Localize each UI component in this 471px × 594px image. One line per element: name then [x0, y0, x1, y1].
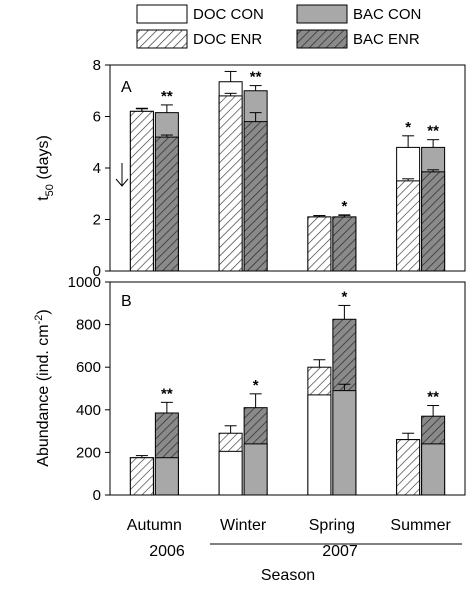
panel-b-y-tick-label: 1000	[68, 274, 101, 291]
panel-a-bar-doc-enr-summer	[396, 180, 421, 272]
x-category-label-spring: Spring	[309, 517, 355, 534]
panel-a-bar-doc-enr-autumn	[129, 110, 154, 272]
panel-a-y-ticks: 0 2 4 6 8	[93, 57, 110, 280]
panel-a-y-tick-label: 6	[93, 109, 101, 126]
panel-b-letter: B	[121, 293, 132, 310]
panel-b-y-label: Abundance (ind. cm-2)	[33, 309, 52, 466]
panel-b-y-ticks: 0 200 400 600 800 1000	[68, 274, 110, 504]
panel-b-y-tick-label: 400	[76, 402, 101, 419]
legend-item-bac-con: BAC CON	[296, 4, 421, 24]
legend-swatch-bac-enr	[296, 29, 348, 49]
legend-label-doc-enr: DOC ENR	[193, 31, 262, 48]
panel-a-bar-bac-enr-autumn	[154, 136, 179, 272]
panel-b-bar-bac-con-spring	[332, 390, 357, 496]
legend: DOC CON BAC CON DOC ENR BAC ENR	[136, 4, 421, 49]
panel-b-y-tick-label: 800	[76, 317, 101, 334]
panel-b-y-tick-label: 0	[93, 487, 101, 504]
panel-b-y-label-main: Abundance (ind. cm	[35, 324, 52, 466]
panel-a-significance-bac-winter: **	[250, 69, 262, 86]
panel-a-significance-bac-autumn: **	[161, 88, 173, 105]
panel-a-y-tick-label: 4	[93, 160, 101, 177]
panel-b-significance-bac-summer: **	[427, 389, 439, 406]
panel-a-letter: A	[121, 79, 132, 96]
legend-item-doc-enr: DOC ENR	[136, 29, 262, 49]
panel-a-y-tick-label: 0	[93, 263, 101, 280]
panel-a-y-label-main: t	[35, 196, 52, 201]
panel-a-y-label: t50 (days)	[35, 135, 56, 201]
x-axis-label: Season	[261, 567, 315, 584]
panel-b-y-label-rest: )	[35, 309, 52, 314]
x-axis-categories: Autumn Winter Spring Summer	[127, 517, 452, 534]
panel-a-significance-doc-summer: *	[405, 119, 411, 136]
panel-a-y-label-sub: 50	[44, 184, 56, 196]
legend-label-doc-con: DOC CON	[193, 6, 264, 23]
panel-b-bar-doc-con-winter	[218, 450, 243, 496]
panel-b-bar-doc-con-spring	[307, 394, 332, 496]
legend-label-bac-con: BAC CON	[353, 6, 421, 23]
panel-a-bar-doc-enr-spring	[307, 216, 332, 272]
legend-label-bac-enr: BAC ENR	[353, 31, 420, 48]
panel-b-y-label-sup: -2	[33, 315, 45, 325]
panel-a-y-tick-label: 8	[93, 57, 101, 74]
year-label-2006: 2006	[149, 543, 185, 560]
panel-b-bars	[129, 304, 446, 496]
panel-b-y-tick-label: 200	[76, 444, 101, 461]
panel-b-bar-doc-enr-summer	[396, 439, 421, 496]
panel-a-bar-bac-enr-summer	[421, 171, 446, 272]
legend-swatch-bac-con	[296, 4, 348, 24]
panel-a-significance: ********	[161, 69, 439, 215]
down-arrow-icon	[115, 163, 129, 187]
panel-b-frame	[109, 281, 466, 496]
panel-a-significance-bac-spring: *	[341, 198, 347, 215]
legend-swatch-doc-con	[136, 4, 188, 24]
panel-b-y-tick-label: 600	[76, 359, 101, 376]
panel-b-significance-bac-winter: *	[253, 377, 259, 394]
panel-a-bars	[129, 70, 446, 272]
legend-swatch-doc-enr	[136, 29, 188, 49]
panel-b-bar-bac-con-summer	[421, 443, 446, 496]
panel-b-bar-bac-con-winter	[243, 443, 268, 496]
panel-a-bar-doc-enr-winter	[218, 95, 243, 272]
x-category-label-autumn: Autumn	[127, 517, 182, 534]
x-category-label-summer: Summer	[390, 517, 451, 534]
panel-a-y-tick-label: 2	[93, 212, 101, 229]
panel-a-bar-bac-enr-winter	[243, 121, 268, 272]
panel-b-significance-bac-autumn: **	[161, 385, 173, 402]
panel-b-significance-bac-spring: *	[341, 288, 347, 305]
panel-a-bar-bac-enr-spring	[332, 216, 357, 272]
panel-a-significance-bac-summer: **	[427, 123, 439, 140]
panel-b-bar-bac-con-autumn	[154, 457, 179, 496]
panel-b-bar-doc-enr-autumn	[129, 457, 154, 496]
legend-item-bac-enr: BAC ENR	[296, 29, 420, 49]
panel-a-y-label-rest: (days)	[35, 135, 52, 184]
legend-item-doc-con: DOC CON	[136, 4, 264, 24]
year-label-2007: 2007	[322, 543, 358, 560]
x-axis-years: 2006 2007	[149, 543, 462, 560]
panel-b-significance: ******	[161, 288, 439, 405]
x-category-label-winter: Winter	[220, 517, 267, 534]
